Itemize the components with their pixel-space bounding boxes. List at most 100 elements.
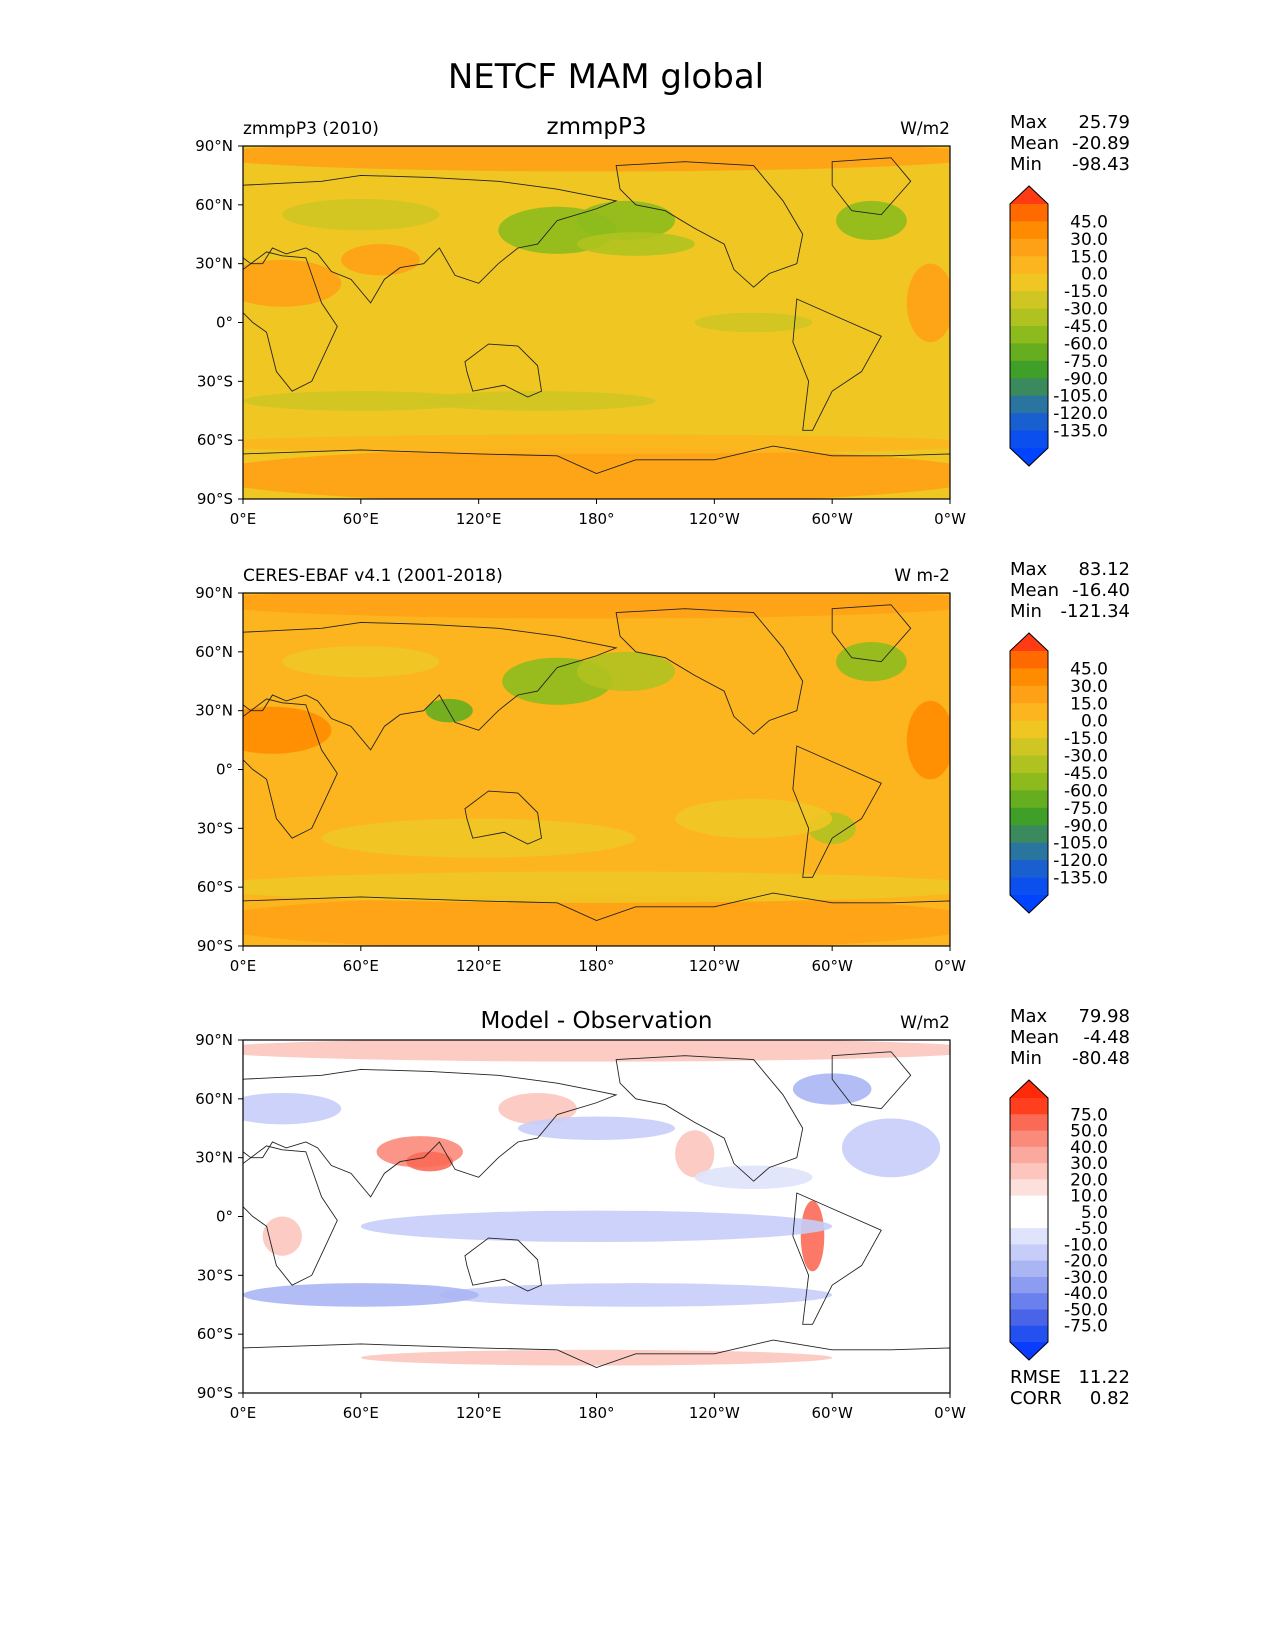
colorbar: 45.030.015.00.0-15.0-30.0-45.0-60.0-75.0… xyxy=(1009,185,1108,467)
y-tick-label: 60°N xyxy=(195,196,233,214)
stat-value: 79.98 xyxy=(1078,1006,1130,1027)
x-tick-label: 180° xyxy=(578,957,614,975)
colorbar-label: 0.0 xyxy=(1081,712,1108,732)
x-tick-label: 180° xyxy=(578,510,614,528)
colorbar-outline xyxy=(1009,632,1049,914)
figure-title: NETCF MAM global xyxy=(448,57,764,97)
colorbar-label: 15.0 xyxy=(1070,247,1108,267)
x-tick-label: 60°E xyxy=(343,957,379,975)
colorbar-extend-min xyxy=(1010,1342,1048,1360)
colorbar-label: -30.0 xyxy=(1064,300,1108,320)
colorbar-label: 20.0 xyxy=(1070,1170,1108,1190)
y-tick-label: 90°S xyxy=(197,490,233,508)
stat-value: 0.82 xyxy=(1090,1388,1130,1409)
colorbar-label: -45.0 xyxy=(1064,317,1108,337)
y-tick-label: 60°S xyxy=(197,1325,233,1343)
colorbar-swatch xyxy=(1010,343,1048,362)
colorbar-label: -15.0 xyxy=(1064,729,1108,749)
field-patch xyxy=(800,1200,825,1272)
colorbar-outline xyxy=(1009,1079,1049,1361)
x-tick-label: 60°E xyxy=(343,510,379,528)
y-tick-label: 60°S xyxy=(197,878,233,896)
colorbar-swatch xyxy=(1010,221,1048,240)
colorbar-swatch xyxy=(1010,842,1048,861)
colorbar-swatch xyxy=(1010,360,1048,379)
stat-label: Mean xyxy=(1010,133,1059,154)
stat-value: -4.48 xyxy=(1083,1027,1130,1048)
colorbar-swatch xyxy=(1010,651,1048,669)
colorbar-label: -75.0 xyxy=(1064,352,1108,372)
colorbar-swatch xyxy=(1010,703,1048,722)
field-patch xyxy=(792,1073,872,1105)
field-patch xyxy=(243,391,479,411)
colorbar-label: -135.0 xyxy=(1053,869,1108,889)
colorbar-label: 5.0 xyxy=(1081,1203,1108,1223)
panel-units: W/m2 xyxy=(900,1013,950,1033)
field-patch xyxy=(243,434,950,454)
colorbar-extend-min xyxy=(1010,448,1048,466)
colorbar-label: 30.0 xyxy=(1070,677,1108,697)
colorbar-extend-max xyxy=(1010,633,1048,651)
field-patch xyxy=(836,200,907,241)
colorbar: 45.030.015.00.0-15.0-30.0-45.0-60.0-75.0… xyxy=(1009,632,1108,914)
colorbar-label: 10.0 xyxy=(1070,1187,1108,1207)
colorbar-swatch xyxy=(1010,790,1048,809)
stat-label: Max xyxy=(1010,1006,1048,1027)
colorbar-swatch xyxy=(1010,755,1048,774)
stat-label: Min xyxy=(1010,154,1042,175)
field-patch xyxy=(836,642,907,682)
y-tick-label: 90°N xyxy=(195,137,233,155)
field-patch xyxy=(498,1092,577,1125)
stat-value: 83.12 xyxy=(1078,559,1130,580)
colorbar-swatch xyxy=(1010,685,1048,704)
colorbar-label: 15.0 xyxy=(1070,694,1108,714)
colorbar-swatch xyxy=(1010,807,1048,826)
stat-label: Max xyxy=(1010,112,1048,133)
colorbar-label: -75.0 xyxy=(1064,1317,1108,1337)
colorbar-label: -10.0 xyxy=(1064,1235,1108,1255)
colorbar-swatch xyxy=(1010,720,1048,739)
colorbar-swatch xyxy=(1010,204,1048,222)
colorbar-swatch xyxy=(1010,1309,1048,1327)
colorbar-extend-min xyxy=(1010,895,1048,913)
colorbar-label: -45.0 xyxy=(1064,764,1108,784)
panel-center-label: Model - Observation xyxy=(480,1008,712,1034)
colorbar-label: -30.0 xyxy=(1064,747,1108,767)
y-tick-label: 30°N xyxy=(195,702,233,720)
stat-value: -121.34 xyxy=(1061,601,1130,622)
y-tick-label: 30°S xyxy=(197,372,233,390)
colorbar-label: -40.0 xyxy=(1064,1284,1108,1304)
panel-diff: 0°E 60°E 120°E 180° 120°W 60°W 0°W 90°N 60°N 30°N… xyxy=(195,1006,1130,1422)
panel-units: W/m2 xyxy=(900,119,950,139)
colorbar-label: -60.0 xyxy=(1064,781,1108,801)
colorbar-label: 45.0 xyxy=(1070,212,1108,232)
colorbar-swatch xyxy=(1010,1098,1048,1115)
y-tick-label: 90°S xyxy=(197,1384,233,1402)
colorbar-label: -105.0 xyxy=(1053,387,1108,407)
colorbar: 75.050.040.030.020.010.05.0-5.0-10.0-20.… xyxy=(1009,1079,1108,1361)
colorbar-label: -15.0 xyxy=(1064,282,1108,302)
colorbar-label: 75.0 xyxy=(1070,1105,1108,1125)
x-tick-label: 120°W xyxy=(689,1404,740,1422)
stat-value: 11.22 xyxy=(1078,1367,1130,1388)
y-tick-label: 30°S xyxy=(197,1266,233,1284)
y-tick-label: 30°S xyxy=(197,819,233,837)
colorbar-swatch xyxy=(1010,1146,1048,1164)
colorbar-label: -135.0 xyxy=(1053,422,1108,442)
field-patch xyxy=(360,1349,833,1366)
field-patch xyxy=(282,645,440,678)
x-tick-label: 0°E xyxy=(230,957,257,975)
field-patch xyxy=(906,700,950,780)
colorbar-swatch xyxy=(1010,738,1048,757)
colorbar-swatch xyxy=(1010,413,1048,432)
colorbar-label: -75.0 xyxy=(1064,799,1108,819)
colorbar-swatch xyxy=(1010,825,1048,844)
field-patch xyxy=(439,1283,833,1307)
panel-left-label: CERES-EBAF v4.1 (2001-2018) xyxy=(243,566,503,586)
colorbar-swatch xyxy=(1010,877,1048,896)
colorbar-label: -90.0 xyxy=(1064,816,1108,836)
field-patch xyxy=(517,1116,676,1141)
x-tick-label: 180° xyxy=(578,1404,614,1422)
colorbar-label: -20.0 xyxy=(1064,1252,1108,1272)
panel-obs: 0°E 60°E 120°E 180° 120°W 60°W 0°W 90°N 60°N 30°N… xyxy=(195,559,1130,975)
